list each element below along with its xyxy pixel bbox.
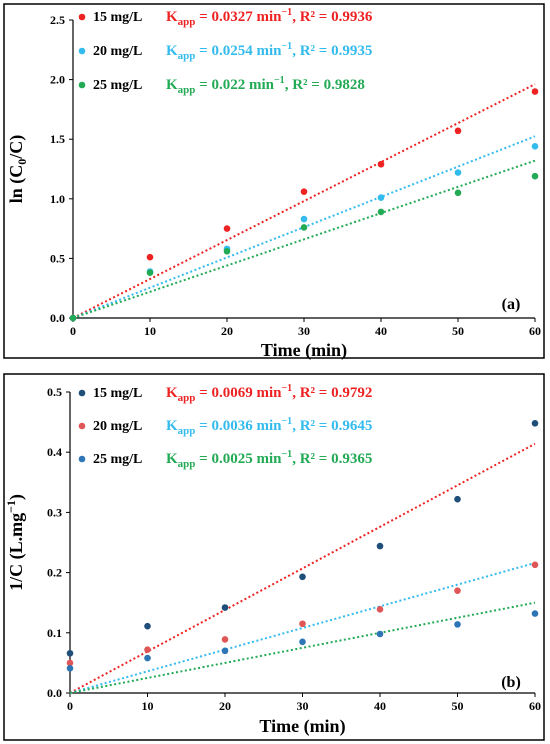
- chart-frame: [3, 3, 545, 359]
- data-point-a-s1-5: [454, 127, 462, 135]
- legend-label-b-1: 15 mg/L: [93, 386, 142, 401]
- data-point-a-s1-3: [300, 188, 308, 195]
- data-point-a-s2-6: [531, 143, 539, 150]
- y-tick-label: 0.2: [47, 566, 62, 580]
- x-tick-label: 30: [298, 324, 310, 338]
- y-axis-label: ln (C0/C): [6, 135, 29, 204]
- legend-marker-b-3: [78, 455, 86, 463]
- data-point-a-s3-3: [300, 224, 308, 231]
- fit-annotation-b-1: Kapp = 0.0069 min−1, R² = 0.9792: [166, 383, 372, 404]
- data-point-a-s3-4: [377, 208, 385, 216]
- legend-marker-b-2: [78, 422, 86, 430]
- y-tick-label: 2.0: [50, 73, 65, 87]
- x-tick-label: 40: [375, 324, 387, 338]
- x-tick-label: 50: [452, 324, 464, 338]
- data-point-a-s3-5: [454, 189, 462, 197]
- legend-marker-b-1: [78, 389, 86, 397]
- chart-panel-b: 0 10 20 30 40 50 60 0.0 0.1 0.2 0.3 0.4 0.5 Time (min…: [0, 372, 550, 744]
- data-point-a-s1-4: [377, 160, 385, 168]
- x-axis-label: Time (min): [259, 716, 345, 737]
- data-point-a-s3-0: [69, 314, 77, 322]
- data-point-b-s3-5: [454, 621, 461, 628]
- fit-annotation-b-3: Kapp = 0.0025 min−1, R² = 0.9365: [166, 449, 372, 470]
- panel-label-a: (a): [502, 296, 521, 313]
- x-tick-label: 10: [144, 324, 156, 338]
- chart-panel-a: 0 10 20 30 40 50 60 0.0 0.5 1.0 1.5 2.0 2.5 Time (min…: [3, 3, 545, 361]
- data-point-b-s2-2: [221, 636, 229, 643]
- data-point-a-s1-2: [223, 225, 231, 232]
- data-point-a-s3-6: [531, 172, 539, 180]
- y-tick-label: 0.5: [50, 251, 65, 265]
- y-tick-label: 0.0: [47, 686, 62, 700]
- data-point-b-s2-5: [454, 587, 461, 594]
- legend-label-a-1: 15 mg/L: [93, 10, 142, 25]
- x-axis-label: Time (min): [261, 340, 347, 361]
- x-tick-label: 10: [142, 699, 154, 713]
- data-point-b-s3-0: [66, 665, 74, 672]
- data-point-b-s1-4: [376, 542, 384, 550]
- fit-line-b-1: [69, 442, 536, 694]
- x-tick-label: 20: [221, 324, 233, 338]
- data-point-b-s2-0: [66, 659, 74, 667]
- data-point-a-s3-1: [146, 269, 154, 277]
- data-point-b-s1-2: [221, 604, 229, 611]
- data-point-b-s3-2: [221, 647, 229, 655]
- data-point-b-s1-6: [531, 420, 539, 427]
- legend-marker-a-3: [78, 81, 86, 89]
- legend-marker-a-1: [78, 13, 86, 21]
- x-tick-label: 60: [529, 699, 541, 713]
- x-tick-label: 0: [67, 699, 73, 713]
- data-point-b-s2-4: [376, 606, 384, 613]
- data-point-b-s1-5: [454, 495, 461, 503]
- legend-label-a-2: 20 mg/L: [93, 44, 142, 59]
- fit-line-b-3: [69, 601, 536, 694]
- y-tick-label: 0.5: [47, 385, 62, 399]
- y-tick-label: 1.0: [50, 192, 65, 206]
- y-tick-label: 0.3: [47, 505, 62, 519]
- chart-frame: [3, 373, 545, 741]
- data-point-a-s1-6: [531, 88, 539, 95]
- panel-label-b: (b): [501, 674, 521, 691]
- legend-marker-a-2: [78, 47, 86, 55]
- data-point-a-s2-4: [377, 194, 385, 201]
- data-point-b-s3-4: [376, 630, 384, 638]
- data-point-b-s2-1: [144, 646, 151, 653]
- x-tick-label: 30: [297, 699, 309, 713]
- fit-annotation-a-1: Kapp = 0.0327 min−1, R² = 0.9936: [166, 7, 373, 28]
- fit-line-b-2: [69, 562, 536, 694]
- data-point-b-s2-3: [299, 620, 306, 628]
- legend-label-b-3: 25 mg/L: [93, 452, 142, 467]
- data-point-b-s3-1: [144, 654, 151, 662]
- y-tick-label: 1.5: [50, 132, 65, 146]
- fit-annotation-b-2: Kapp = 0.0036 min−1, R² = 0.9645: [166, 416, 372, 437]
- y-tick-label: 2.5: [50, 13, 65, 27]
- data-point-a-s1-1: [146, 253, 154, 261]
- data-point-a-s2-3: [300, 215, 308, 223]
- x-tick-label: 60: [529, 324, 541, 338]
- data-point-b-s1-3: [299, 573, 306, 581]
- data-point-b-s1-1: [144, 622, 151, 630]
- data-point-b-s3-3: [299, 638, 306, 646]
- x-tick-label: 50: [452, 699, 464, 713]
- data-point-a-s2-5: [454, 169, 462, 176]
- y-tick-label: 0.4: [47, 445, 62, 459]
- legend-label-a-3: 25 mg/L: [93, 78, 142, 93]
- data-point-b-s1-0: [66, 649, 74, 657]
- y-axis-label: 1/C (L.mg−1): [4, 494, 27, 591]
- x-tick-label: 40: [374, 699, 386, 713]
- data-point-b-s3-6: [531, 610, 539, 617]
- x-tick-label: 0: [70, 324, 76, 338]
- chart-a-svg: 0 10 20 30 40 50 60 0.0 0.5 1.0 1.5 2.0 2.5 Time (min…: [3, 3, 545, 361]
- fit-annotation-a-2: Kapp = 0.0254 min−1, R² = 0.9935: [166, 41, 372, 62]
- fit-line-a-3: [72, 159, 536, 319]
- chart-b-svg: 0 10 20 30 40 50 60 0.0 0.1 0.2 0.3 0.4 0.5 Time (min…: [3, 373, 545, 741]
- fit-line-a-1: [72, 83, 536, 319]
- data-point-a-s3-2: [223, 247, 231, 255]
- data-point-b-s2-6: [531, 561, 539, 569]
- fit-annotation-a-3: Kapp = 0.022 min−1, R² = 0.9828: [166, 75, 365, 96]
- y-tick-label: 0.0: [50, 311, 65, 325]
- legend-label-b-2: 20 mg/L: [93, 419, 142, 434]
- y-tick-label: 0.1: [47, 626, 62, 640]
- x-tick-label: 20: [219, 699, 231, 713]
